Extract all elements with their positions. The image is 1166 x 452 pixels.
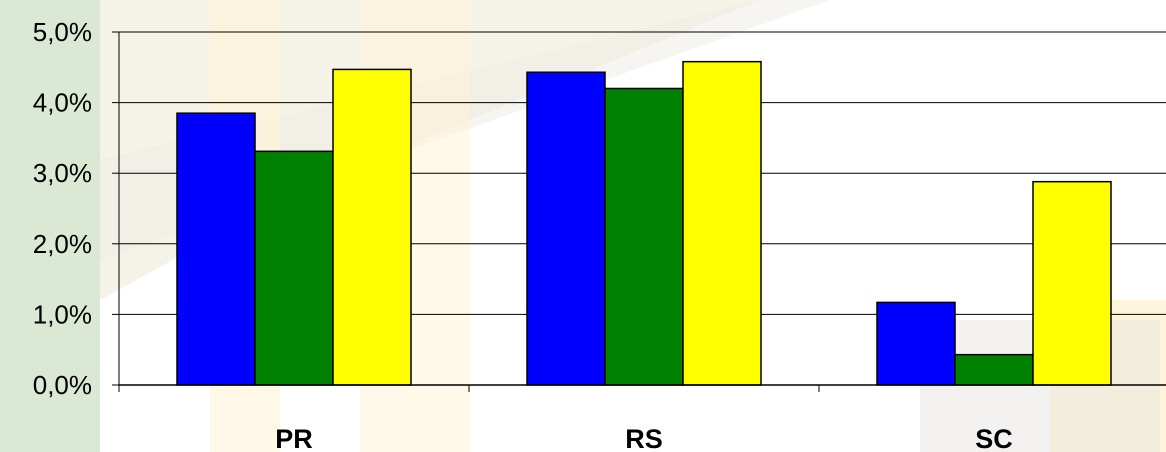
- bar-sc-series-1: [876, 301, 956, 386]
- y-tick-label: 4,0%: [33, 88, 92, 118]
- y-tick-label: 3,0%: [33, 158, 92, 188]
- bar-pr-series-3: [332, 68, 412, 386]
- y-tick-label: 2,0%: [33, 229, 92, 259]
- bar-pr-series-2: [254, 150, 334, 386]
- bars: [176, 60, 1112, 386]
- x-category-label: SC: [975, 424, 1013, 452]
- axes: [118, 32, 1166, 392]
- bar-rs-series-3: [682, 60, 762, 386]
- y-tick-label: 1,0%: [33, 299, 92, 329]
- x-category-labels: PR RS SC: [275, 424, 1013, 452]
- bar-sc-series-2: [954, 353, 1034, 386]
- y-tick-label: 0,0%: [33, 370, 92, 400]
- background-left-strip: [0, 0, 100, 452]
- bar-sc-series-3: [1032, 180, 1112, 386]
- bar-rs-series-1: [526, 71, 606, 386]
- bar-rs-series-2: [604, 87, 684, 386]
- x-category-label: PR: [275, 424, 313, 452]
- bar-pr-series-1: [176, 112, 256, 386]
- y-tick-label: 5,0%: [33, 17, 92, 47]
- y-tick-labels: 0,0% 1,0% 2,0% 3,0% 4,0% 5,0%: [33, 17, 92, 400]
- x-category-label: RS: [625, 424, 663, 452]
